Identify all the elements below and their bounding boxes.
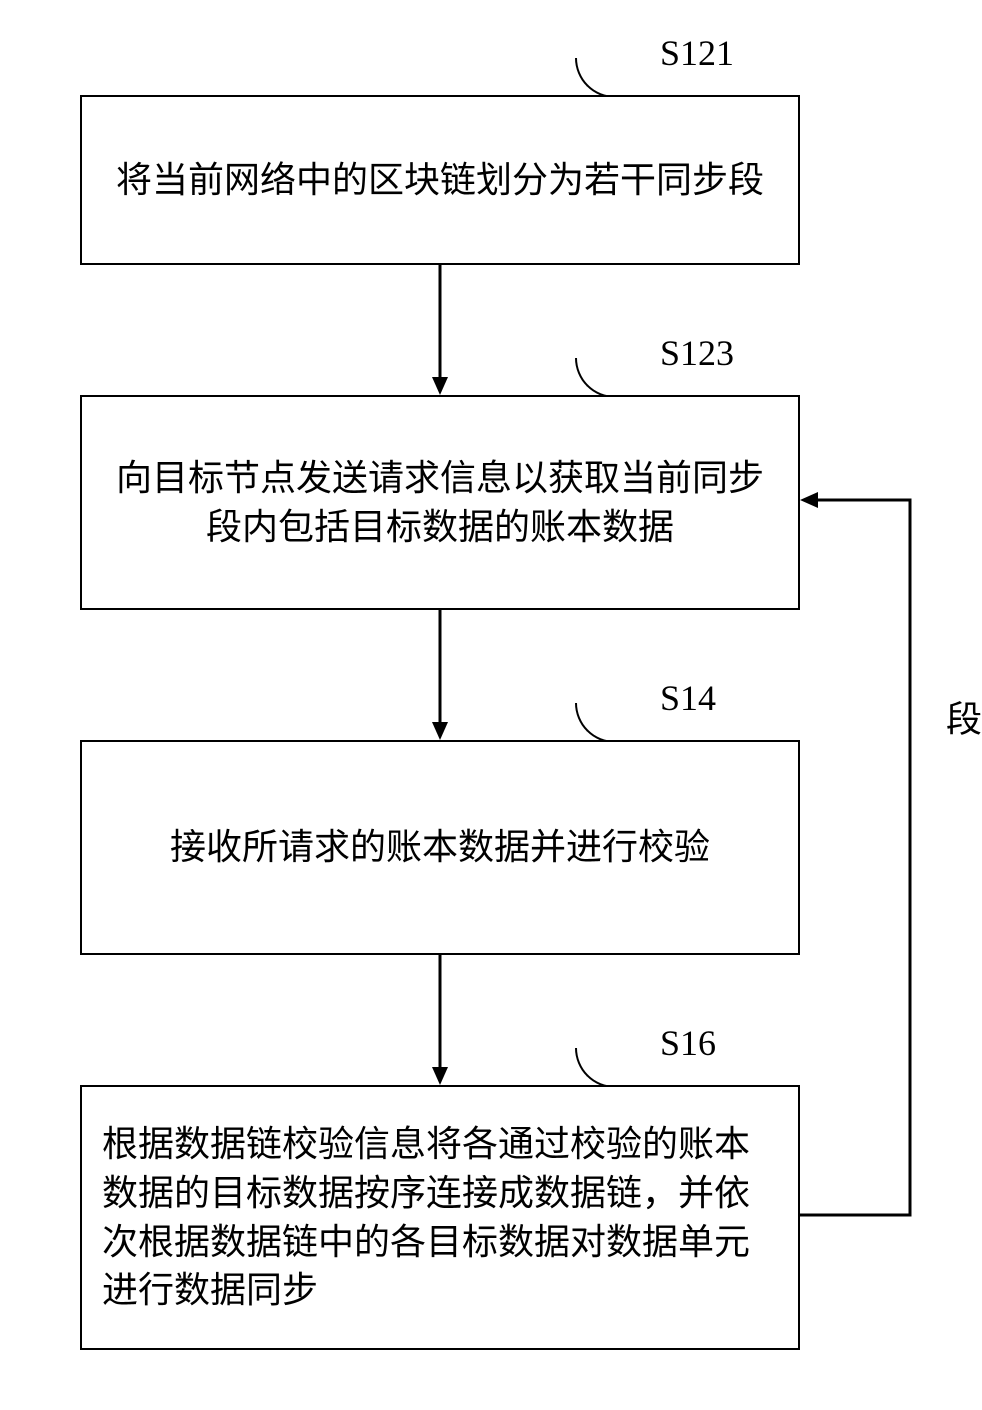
leader-s16: [575, 1048, 655, 1088]
feedback-arrow: [800, 490, 930, 1230]
arrow-s14-s16: [430, 955, 450, 1085]
step-text-s14: 接收所请求的账本数据并进行校验: [170, 823, 710, 872]
leader-s14: [575, 703, 655, 743]
step-box-s121: 将当前网络中的区块链划分为若干同步段: [80, 95, 800, 265]
step-label-s123: S123: [660, 332, 734, 374]
step-label-s121: S121: [660, 32, 734, 74]
leader-s123: [575, 358, 655, 398]
feedback-label: 下一同步段: [935, 700, 982, 752]
leader-s121: [575, 58, 655, 98]
step-text-s16: 根据数据链校验信息将各通过校验的账本数据的目标数据按序连接成数据链，并依次根据数…: [102, 1120, 778, 1314]
step-text-s121: 将当前网络中的区块链划分为若干同步段: [116, 156, 764, 205]
arrow-s123-s14: [430, 610, 450, 740]
step-box-s123: 向目标节点发送请求信息以获取当前同步段内包括目标数据的账本数据: [80, 395, 800, 610]
arrow-s121-s123: [430, 265, 450, 395]
step-box-s16: 根据数据链校验信息将各通过校验的账本数据的目标数据按序连接成数据链，并依次根据数…: [80, 1085, 800, 1350]
step-label-s14: S14: [660, 677, 716, 719]
step-box-s14: 接收所请求的账本数据并进行校验: [80, 740, 800, 955]
step-label-s16: S16: [660, 1022, 716, 1064]
step-text-s123: 向目标节点发送请求信息以获取当前同步段内包括目标数据的账本数据: [102, 454, 778, 551]
